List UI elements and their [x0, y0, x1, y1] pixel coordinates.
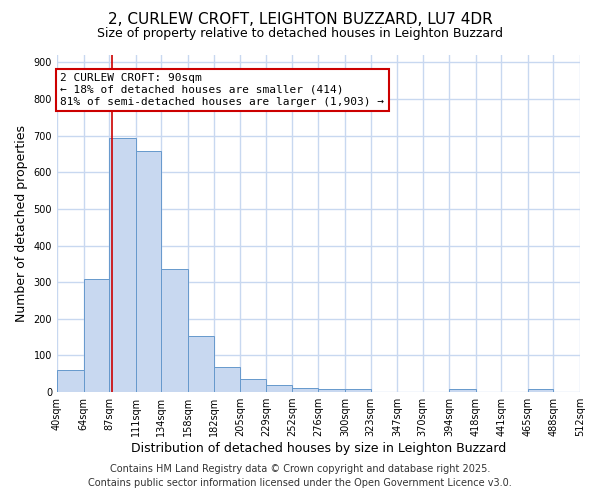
Bar [449, 389, 476, 392]
Bar [109, 138, 136, 392]
Text: Size of property relative to detached houses in Leighton Buzzard: Size of property relative to detached ho… [97, 28, 503, 40]
Bar [345, 389, 371, 392]
Text: 2 CURLEW CROFT: 90sqm
← 18% of detached houses are smaller (414)
81% of semi-det: 2 CURLEW CROFT: 90sqm ← 18% of detached … [60, 74, 384, 106]
Bar [57, 370, 83, 392]
Bar [136, 151, 161, 392]
X-axis label: Distribution of detached houses by size in Leighton Buzzard: Distribution of detached houses by size … [131, 442, 506, 455]
Bar [214, 367, 240, 392]
Bar [188, 336, 214, 392]
Bar [292, 388, 319, 392]
Y-axis label: Number of detached properties: Number of detached properties [15, 125, 28, 322]
Bar [240, 380, 266, 392]
Bar [266, 386, 292, 392]
Text: 2, CURLEW CROFT, LEIGHTON BUZZARD, LU7 4DR: 2, CURLEW CROFT, LEIGHTON BUZZARD, LU7 4… [107, 12, 493, 28]
Bar [528, 389, 553, 392]
Bar [319, 389, 345, 392]
Bar [161, 269, 188, 392]
Bar [83, 278, 109, 392]
Text: Contains HM Land Registry data © Crown copyright and database right 2025.
Contai: Contains HM Land Registry data © Crown c… [88, 464, 512, 487]
